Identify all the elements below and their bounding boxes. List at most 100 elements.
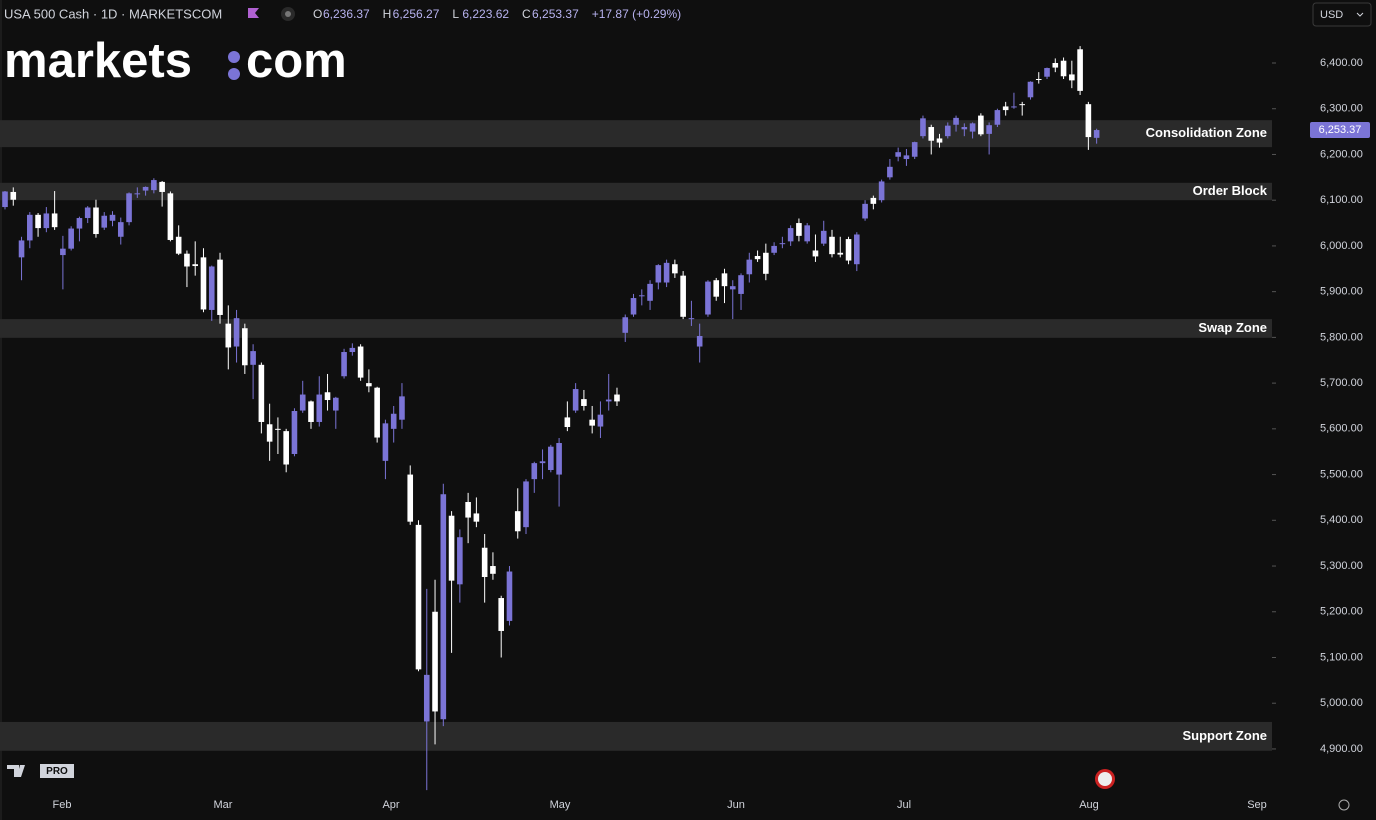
- candle-body: [680, 275, 686, 317]
- candle-body: [349, 347, 356, 353]
- candle-body: [299, 394, 306, 411]
- y-tick-label: 5,400.00: [1320, 514, 1363, 526]
- candle-body: [415, 524, 422, 670]
- last-price-label: 6,253.37: [1319, 124, 1362, 136]
- x-tick-label: May: [550, 799, 571, 811]
- candle-body: [961, 127, 968, 130]
- candle-body: [159, 181, 165, 192]
- candle-body: [233, 318, 240, 347]
- candle-body: [837, 252, 844, 255]
- zone-label: Swap Zone: [1198, 320, 1267, 335]
- y-tick-label: 5,600.00: [1320, 423, 1363, 435]
- x-tick-label: Aug: [1079, 799, 1099, 811]
- candle-body: [936, 138, 943, 143]
- candle-body: [473, 513, 480, 522]
- logo-left: markets: [4, 34, 192, 88]
- candle-body: [1019, 104, 1026, 106]
- candle-body: [291, 411, 298, 454]
- logo-right: com: [246, 34, 347, 88]
- candle-body: [638, 295, 645, 297]
- ohlc-key: L: [452, 7, 459, 21]
- candle-body: [763, 252, 769, 274]
- candle-body: [779, 243, 786, 245]
- y-tick-label: 5,300.00: [1320, 560, 1363, 572]
- currency[interactable]: USD: [1320, 9, 1343, 21]
- candle-body: [672, 264, 678, 274]
- candle-body: [862, 203, 868, 219]
- candle-body: [688, 318, 695, 320]
- candle-body: [1011, 106, 1017, 108]
- candle-body: [1027, 81, 1034, 98]
- last-price-tag: [1310, 122, 1370, 139]
- candle-body: [539, 461, 546, 464]
- candle-body: [151, 180, 157, 191]
- candle-body: [771, 245, 777, 253]
- candle-body: [242, 328, 248, 366]
- candle-body: [109, 214, 116, 221]
- candle-body: [134, 193, 141, 195]
- candle-body: [51, 213, 58, 228]
- candle-body: [523, 481, 529, 528]
- candle-body: [978, 115, 984, 135]
- ohlc-value: 6,256.27: [393, 7, 440, 21]
- candle-body: [581, 399, 587, 406]
- candle-body: [589, 419, 595, 426]
- candle-body: [663, 262, 670, 283]
- candle-body: [316, 394, 323, 422]
- event-icon-inner: [1098, 772, 1112, 786]
- candle-body: [572, 389, 579, 411]
- candle-body: [928, 127, 935, 141]
- y-tick-label: 5,000.00: [1320, 697, 1363, 709]
- candle-body: [903, 155, 910, 160]
- candle-body: [556, 443, 562, 475]
- candle-body: [1035, 79, 1042, 81]
- tv-logo: [7, 765, 25, 777]
- zone-label: Support Zone: [1183, 728, 1268, 743]
- zone: [0, 319, 1272, 338]
- candle-body: [43, 213, 50, 229]
- candle-body: [911, 142, 918, 157]
- y-tick-label: 6,100.00: [1320, 194, 1363, 206]
- candle-body: [564, 417, 571, 428]
- candle-body: [705, 281, 711, 315]
- candle-body: [655, 265, 662, 283]
- currency-select[interactable]: [1312, 2, 1372, 27]
- candle-body: [84, 207, 91, 219]
- ohlc-key: C: [522, 7, 531, 21]
- candle-body: [721, 273, 728, 287]
- candle-body: [812, 250, 819, 257]
- zone-label: Consolidation Zone: [1146, 125, 1267, 140]
- settings-icon[interactable]: [1338, 799, 1350, 811]
- candle-body: [432, 611, 438, 712]
- y-tick-label: 6,000.00: [1320, 240, 1363, 252]
- zone: [0, 721, 1272, 751]
- candle-body: [68, 228, 74, 249]
- candle-body: [506, 571, 513, 621]
- candle-body: [333, 397, 339, 411]
- candle-body: [423, 674, 430, 722]
- candle-body: [93, 207, 99, 235]
- candle-body: [250, 351, 256, 365]
- candle-body: [481, 547, 488, 578]
- candle-body: [1069, 74, 1075, 81]
- zone-label: Order Block: [1193, 183, 1268, 198]
- x-tick-label: Jul: [897, 799, 911, 811]
- y-tick-label: 5,900.00: [1320, 286, 1363, 298]
- candle-body: [266, 424, 273, 442]
- candle-body: [101, 215, 108, 228]
- candle-body: [787, 228, 794, 242]
- candle-body: [1077, 49, 1083, 91]
- pro-badge: [40, 764, 74, 778]
- dropdown-arrow: [1356, 12, 1364, 17]
- candle-body: [895, 152, 901, 157]
- candle-body: [366, 383, 372, 387]
- candle-body: [514, 511, 521, 532]
- candle-body: [796, 223, 802, 236]
- x-tick-label: Jun: [727, 799, 745, 811]
- candle-body: [225, 323, 232, 348]
- candle-body: [275, 428, 281, 430]
- y-tick-label: 5,200.00: [1320, 606, 1363, 618]
- candle-body: [60, 248, 66, 256]
- candle-body: [184, 253, 190, 267]
- candle-body: [713, 280, 720, 297]
